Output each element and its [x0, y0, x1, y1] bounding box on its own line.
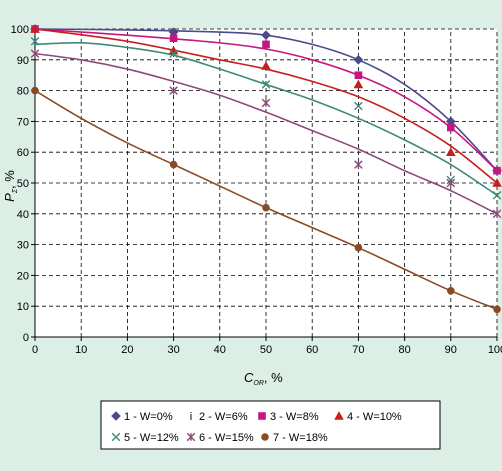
series-3-curve [34, 28, 498, 172]
series-6-point [354, 160, 363, 169]
x-tick-label: 20 [121, 344, 133, 356]
y-tick-label: 50 [17, 178, 29, 190]
series-3-point [169, 34, 178, 43]
series-4-point [446, 147, 456, 156]
series-6-curve [34, 52, 498, 215]
legend-item-6: 6 - W=15% [186, 432, 254, 444]
series-7-point [262, 203, 270, 212]
series-6-point [446, 178, 456, 188]
legend-label: 4 - W=10% [347, 411, 402, 423]
x-tick-label: 70 [352, 344, 364, 356]
legend-label: 1 - W=0% [124, 411, 173, 423]
legend-item-1: 1 - W=0% [111, 411, 173, 423]
legend-item-2: i 2 - W=6% [190, 411, 248, 423]
series-6-point [492, 209, 502, 219]
x-tick-label: 50 [260, 344, 272, 356]
x-tick-label: 40 [214, 344, 226, 356]
series-1-curve [34, 28, 498, 172]
series-6-point [261, 98, 271, 108]
y-tick-label: 100 [11, 24, 29, 36]
legend-label: 2 - W=6% [199, 411, 248, 423]
x-tick-label: 100 [488, 344, 502, 356]
legend-item-3: 3 - W=8% [258, 411, 319, 423]
legend-item-7: 7 - W=18% [261, 432, 328, 444]
y-tick-label: 20 [17, 270, 29, 282]
x-tick-label: 10 [75, 344, 87, 356]
legend-marker [111, 411, 121, 421]
series-4-point [30, 24, 40, 33]
legend: 1 - W=0% i 2 - W=6% 3 - W=8% 4 - W=10% 5 - W=… [111, 411, 402, 444]
x-tick-label: 0 [32, 344, 38, 356]
y-tick-label: 10 [17, 301, 29, 313]
series-5-point [261, 80, 271, 89]
series-7-point [169, 160, 178, 169]
legend-label: 7 - W=18% [273, 432, 328, 444]
series-3-point [354, 71, 363, 79]
series-7-point [31, 86, 39, 95]
x-axis-title: COR, % [244, 370, 283, 387]
x-tick-label: 80 [398, 344, 410, 356]
series-5-point [354, 101, 363, 111]
series-4-point [353, 79, 364, 89]
y-tick-label: 60 [17, 147, 29, 159]
y-tick-label: 70 [17, 116, 29, 128]
x-tick-label: 60 [306, 344, 318, 356]
legend-marker: i [190, 411, 192, 423]
legend-marker [261, 433, 269, 441]
legend-box [100, 400, 441, 450]
series-6-point [30, 49, 40, 58]
x-tick-label: 30 [167, 344, 179, 356]
y-tick-label: 0 [23, 332, 29, 344]
legend-marker [111, 432, 121, 442]
legend-label: 6 - W=15% [199, 432, 254, 444]
series-3-point [262, 40, 270, 49]
series-1-point [353, 55, 364, 65]
y-tick-label: 80 [17, 86, 29, 98]
series-5-point [169, 49, 178, 58]
series-5-point [492, 191, 502, 200]
tick-labels: 0 10 20 30 40 50 60 70 80 90 100 0 10 20 30 40 50 60 70 80 9… [11, 24, 502, 356]
series-4-point [261, 61, 271, 70]
series-4-point [492, 178, 502, 187]
series-3-point [447, 123, 455, 132]
legend-marker [186, 432, 196, 442]
y-tick-label: 90 [17, 55, 29, 67]
series-5-point [30, 37, 40, 46]
x-tick-label: 90 [445, 344, 457, 356]
series-1-point [261, 30, 271, 40]
y-axis-title: PΣ, % [2, 170, 19, 202]
data-points [30, 24, 502, 314]
legend-label: 3 - W=8% [270, 411, 319, 423]
legend-label: 5 - W=12% [124, 432, 179, 444]
series-6-point [169, 86, 178, 95]
series-7-point [447, 287, 455, 295]
y-tick-label: 40 [17, 209, 29, 221]
series-3-point [493, 166, 501, 175]
series-7-point [354, 243, 363, 252]
series-4-curve [34, 28, 498, 184]
legend-marker [334, 411, 344, 420]
series-7-point [493, 305, 501, 314]
legend-item-4: 4 - W=10% [334, 411, 402, 423]
legend-marker [258, 412, 266, 420]
legend-item-5: 5 - W=12% [111, 432, 179, 444]
y-tick-label: 30 [17, 240, 29, 252]
